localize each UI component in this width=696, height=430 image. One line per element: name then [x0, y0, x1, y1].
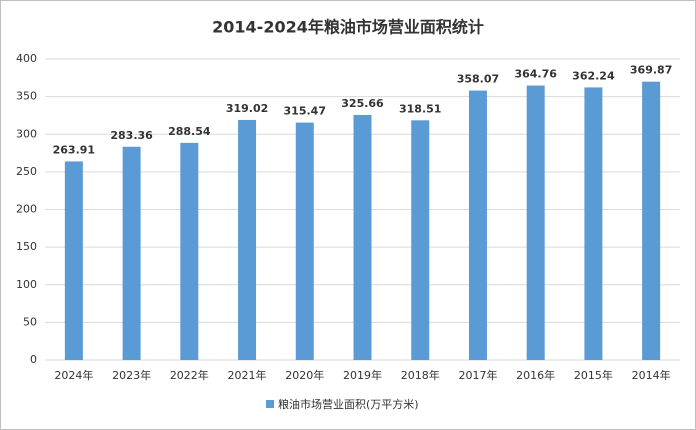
- bar: [353, 114, 372, 360]
- bar: [411, 120, 430, 360]
- chart-title: 2014-2024年粮油市场营业面积统计: [212, 18, 484, 37]
- y-tick-label: 50: [23, 315, 37, 328]
- value-label: 283.36: [110, 129, 153, 142]
- y-tick-label: 200: [16, 203, 37, 216]
- bar: [238, 119, 257, 361]
- bar: [642, 81, 661, 361]
- x-tick-label: 2023年: [112, 368, 151, 382]
- bar: [468, 90, 487, 361]
- value-label: 319.02: [226, 102, 268, 115]
- x-tick-label: 2022年: [170, 368, 209, 382]
- y-tick-label: 400: [16, 52, 37, 65]
- value-label: 362.24: [572, 69, 615, 82]
- y-tick-label: 0: [30, 353, 37, 366]
- value-label: 315.47: [284, 105, 326, 118]
- bar: [122, 146, 141, 360]
- y-tick-label: 150: [16, 240, 37, 253]
- y-tick-label: 250: [16, 165, 37, 178]
- value-label: 364.76: [514, 68, 557, 81]
- x-tick-label: 2015年: [574, 368, 613, 382]
- legend-label: 粮油市场营业面积(万平方米): [278, 397, 419, 411]
- y-tick-label: 300: [16, 127, 37, 140]
- bar: [526, 85, 545, 360]
- value-label: 263.91: [53, 143, 95, 156]
- legend-swatch: [266, 400, 274, 408]
- value-label: 358.07: [457, 73, 499, 86]
- bar: [180, 142, 199, 360]
- y-tick-label: 100: [16, 278, 37, 291]
- bar: [295, 122, 314, 360]
- x-tick-label: 2018年: [401, 368, 440, 382]
- y-tick-label: 350: [16, 90, 37, 103]
- value-label: 369.87: [630, 64, 672, 77]
- x-tick-label: 2019年: [343, 368, 382, 382]
- x-tick-label: 2016年: [516, 368, 555, 382]
- x-tick-label: 2024年: [54, 368, 93, 382]
- x-tick-label: 2017年: [458, 368, 497, 382]
- x-tick-label: 2020年: [285, 368, 324, 382]
- bar: [64, 161, 83, 360]
- value-label: 288.54: [168, 125, 211, 138]
- bar: [584, 87, 603, 360]
- value-label: 318.51: [399, 102, 441, 115]
- x-tick-label: 2021年: [228, 368, 267, 382]
- value-label: 325.66: [341, 97, 384, 110]
- x-tick-label: 2014年: [632, 368, 671, 382]
